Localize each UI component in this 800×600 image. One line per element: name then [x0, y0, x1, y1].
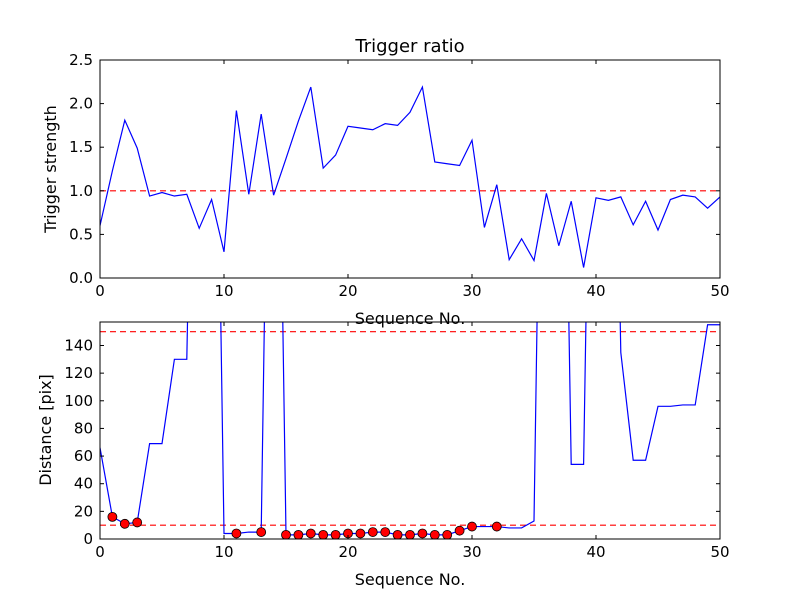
data-point [318, 529, 329, 539]
y-tick-label: 20 [74, 502, 93, 520]
data-point [454, 525, 465, 536]
y-tick-label: 0.0 [69, 269, 93, 287]
x-tick-label: 20 [338, 543, 357, 561]
data-point [355, 528, 366, 539]
y-tick-label: 1.0 [69, 182, 93, 200]
y-tick-label: 60 [74, 447, 93, 465]
x-axis-label: Sequence No. [355, 570, 466, 589]
data-point [392, 529, 403, 539]
series-line [100, 85, 720, 268]
x-tick-label: 30 [462, 543, 481, 561]
data-point [119, 518, 130, 529]
plot-area [100, 85, 720, 268]
y-tick-label: 2.0 [69, 95, 93, 113]
x-tick-label: 0 [95, 282, 105, 300]
y-axis-label: Trigger strength [41, 105, 60, 234]
data-point [293, 529, 304, 539]
data-point [405, 529, 415, 539]
x-axis-label: Sequence No. [355, 309, 466, 328]
x-tick-label: 30 [462, 282, 481, 300]
x-tick-label: 50 [710, 543, 729, 561]
data-point [231, 528, 242, 539]
data-point [281, 529, 291, 539]
data-point [330, 529, 341, 539]
y-tick-label: 2.5 [69, 51, 93, 69]
y-axis-label: Distance [pix] [36, 374, 55, 486]
data-point [132, 517, 143, 528]
data-point [256, 527, 267, 537]
x-tick-label: 50 [710, 282, 729, 300]
data-point [367, 527, 378, 537]
y-tick-label: 120 [64, 364, 93, 382]
y-tick-label: 140 [64, 336, 93, 354]
data-point [442, 529, 453, 539]
data-point [429, 529, 440, 539]
x-tick-label: 40 [586, 543, 605, 561]
axes-frame [99, 59, 721, 279]
y-tick-label: 100 [64, 392, 93, 410]
y-tick-label: 40 [74, 475, 93, 493]
series-line [100, 322, 720, 536]
y-tick-label: 0.5 [69, 225, 93, 243]
data-point [107, 511, 118, 522]
y-tick-label: 80 [74, 419, 93, 437]
plot-area [100, 322, 720, 539]
x-tick-label: 10 [214, 543, 233, 561]
x-tick-label: 20 [338, 282, 357, 300]
data-point [380, 527, 391, 537]
data-point [491, 521, 502, 532]
x-tick-label: 40 [586, 282, 605, 300]
data-point [417, 528, 428, 539]
data-point [305, 528, 316, 539]
trigger-ratio-plot: 0 10 20 30 40 50 0.0 0.5 1.0 1.5 2.0 2.5 Trigger rat… [41, 36, 730, 328]
y-tick-label: 1.5 [69, 138, 93, 156]
y-tick-label: 0 [83, 530, 93, 548]
data-point [467, 521, 477, 532]
x-tick-label: 0 [95, 543, 105, 561]
axes-frame [99, 321, 721, 540]
chart-title: Trigger ratio [354, 36, 464, 57]
distance-plot: 0 10 20 30 40 50 0 20 40 60 80 100 120 140 Sequence No… [36, 321, 730, 589]
x-tick-label: 10 [214, 282, 233, 300]
